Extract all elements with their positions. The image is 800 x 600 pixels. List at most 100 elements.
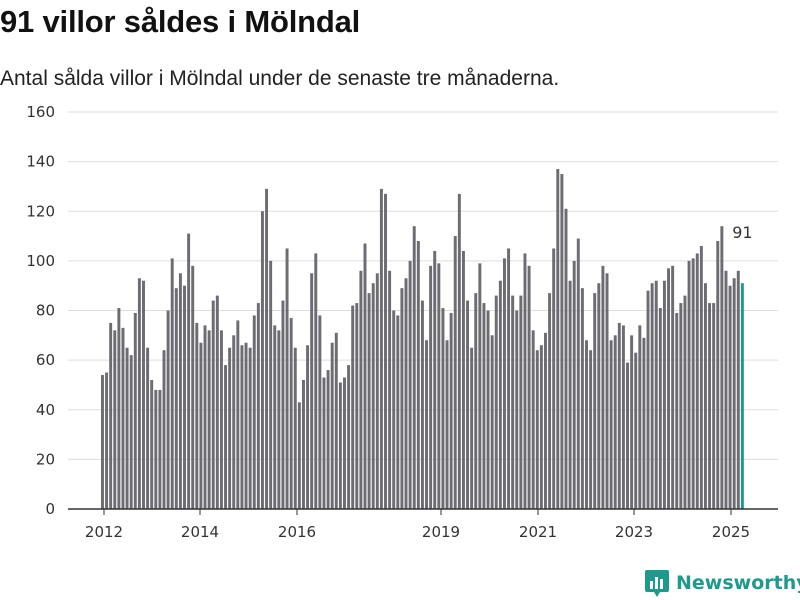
bar bbox=[314, 253, 318, 509]
bar bbox=[576, 238, 580, 510]
bar bbox=[375, 273, 379, 509]
bar bbox=[203, 325, 207, 509]
bar bbox=[638, 325, 642, 509]
bar bbox=[593, 293, 597, 509]
bar bbox=[416, 241, 420, 509]
bar bbox=[256, 303, 260, 509]
bar bbox=[461, 250, 465, 509]
bars bbox=[101, 169, 744, 510]
y-tick-label: 140 bbox=[26, 153, 55, 171]
bar bbox=[486, 310, 490, 509]
bar bbox=[658, 308, 662, 509]
bar bbox=[219, 330, 223, 509]
bar bbox=[724, 270, 728, 509]
x-axis-ticks: 2012 2014 2016 2019 2021 2023 2025 bbox=[85, 509, 750, 541]
bar bbox=[605, 273, 609, 509]
bar-highlight bbox=[740, 283, 744, 509]
bar bbox=[178, 273, 182, 509]
bar bbox=[285, 248, 289, 509]
bar bbox=[671, 265, 675, 509]
bar bbox=[429, 265, 433, 509]
bar bbox=[310, 273, 314, 509]
bar bbox=[548, 293, 552, 509]
bar bbox=[240, 345, 244, 509]
bar bbox=[621, 325, 625, 509]
bar bbox=[437, 263, 441, 509]
bar bbox=[732, 278, 736, 509]
bar bbox=[646, 290, 650, 509]
bar bbox=[412, 226, 416, 509]
bar bbox=[224, 365, 228, 509]
bar bbox=[679, 303, 683, 509]
bar bbox=[191, 265, 195, 509]
bar bbox=[113, 330, 117, 509]
bar bbox=[453, 236, 457, 509]
bar bbox=[129, 355, 133, 509]
bar bbox=[498, 280, 502, 509]
bar bbox=[388, 270, 392, 509]
bar bbox=[634, 352, 638, 509]
bar bbox=[301, 379, 305, 509]
y-tick-label: 160 bbox=[26, 103, 55, 121]
bar bbox=[125, 347, 129, 509]
bar bbox=[539, 345, 543, 509]
bar bbox=[392, 310, 396, 509]
bar bbox=[109, 322, 113, 509]
y-tick-label: 100 bbox=[26, 252, 55, 270]
bar bbox=[248, 347, 252, 509]
bar bbox=[166, 310, 170, 509]
bar bbox=[675, 312, 679, 509]
bar bbox=[297, 402, 301, 509]
bar bbox=[502, 258, 506, 509]
bar bbox=[359, 270, 363, 509]
y-tick-label: 40 bbox=[36, 401, 55, 419]
bar bbox=[347, 365, 351, 509]
bar bbox=[609, 340, 613, 509]
bar bbox=[277, 330, 281, 509]
bar bbox=[662, 280, 666, 509]
x-tick-label: 2014 bbox=[181, 523, 219, 541]
bar bbox=[174, 288, 178, 509]
bar bbox=[617, 322, 621, 509]
bar bbox=[527, 265, 531, 509]
bar bbox=[408, 260, 412, 510]
bar bbox=[507, 248, 511, 509]
bar bbox=[466, 300, 470, 509]
bar bbox=[330, 342, 334, 509]
bar bbox=[371, 283, 375, 509]
bar bbox=[146, 347, 150, 509]
bar bbox=[708, 303, 712, 509]
bar bbox=[667, 268, 671, 509]
bar bbox=[630, 335, 634, 509]
bar bbox=[306, 345, 310, 509]
bar bbox=[154, 389, 158, 509]
bar bbox=[531, 330, 535, 509]
y-tick-label: 120 bbox=[26, 202, 55, 220]
bar bbox=[420, 300, 424, 509]
bar bbox=[232, 335, 236, 509]
bar bbox=[384, 193, 387, 509]
bar bbox=[457, 193, 461, 509]
bar bbox=[121, 327, 125, 509]
bar bbox=[478, 263, 482, 509]
bar bbox=[334, 332, 338, 509]
bar bbox=[162, 350, 166, 509]
bar bbox=[137, 278, 141, 509]
bar bbox=[158, 389, 162, 509]
brand-name: Newsworthy bbox=[676, 572, 800, 594]
bar bbox=[400, 288, 404, 509]
bar bbox=[338, 382, 342, 509]
bar bbox=[544, 332, 547, 509]
bar bbox=[474, 293, 478, 509]
bar bbox=[519, 295, 523, 509]
bar bbox=[142, 280, 145, 509]
y-tick-label: 60 bbox=[36, 351, 55, 369]
bar bbox=[736, 270, 740, 509]
bar bbox=[101, 375, 104, 509]
bar bbox=[728, 285, 732, 509]
bar bbox=[441, 308, 445, 509]
bar bbox=[580, 288, 584, 509]
x-tick-label: 2016 bbox=[278, 523, 316, 541]
bar bbox=[425, 340, 428, 509]
